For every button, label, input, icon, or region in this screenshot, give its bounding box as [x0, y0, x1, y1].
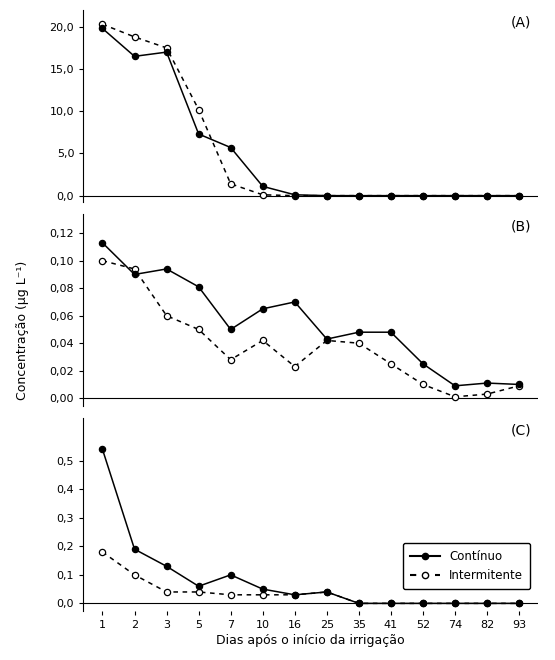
X-axis label: Dias após o início da irrigação: Dias após o início da irrigação — [216, 634, 405, 647]
Text: Concentração (μg L⁻¹): Concentração (μg L⁻¹) — [16, 261, 29, 399]
Text: (A): (A) — [511, 16, 532, 30]
Legend: Contínuo, Intermitente: Contínuo, Intermitente — [403, 543, 530, 589]
Text: (C): (C) — [511, 424, 532, 438]
Text: (B): (B) — [511, 220, 532, 234]
